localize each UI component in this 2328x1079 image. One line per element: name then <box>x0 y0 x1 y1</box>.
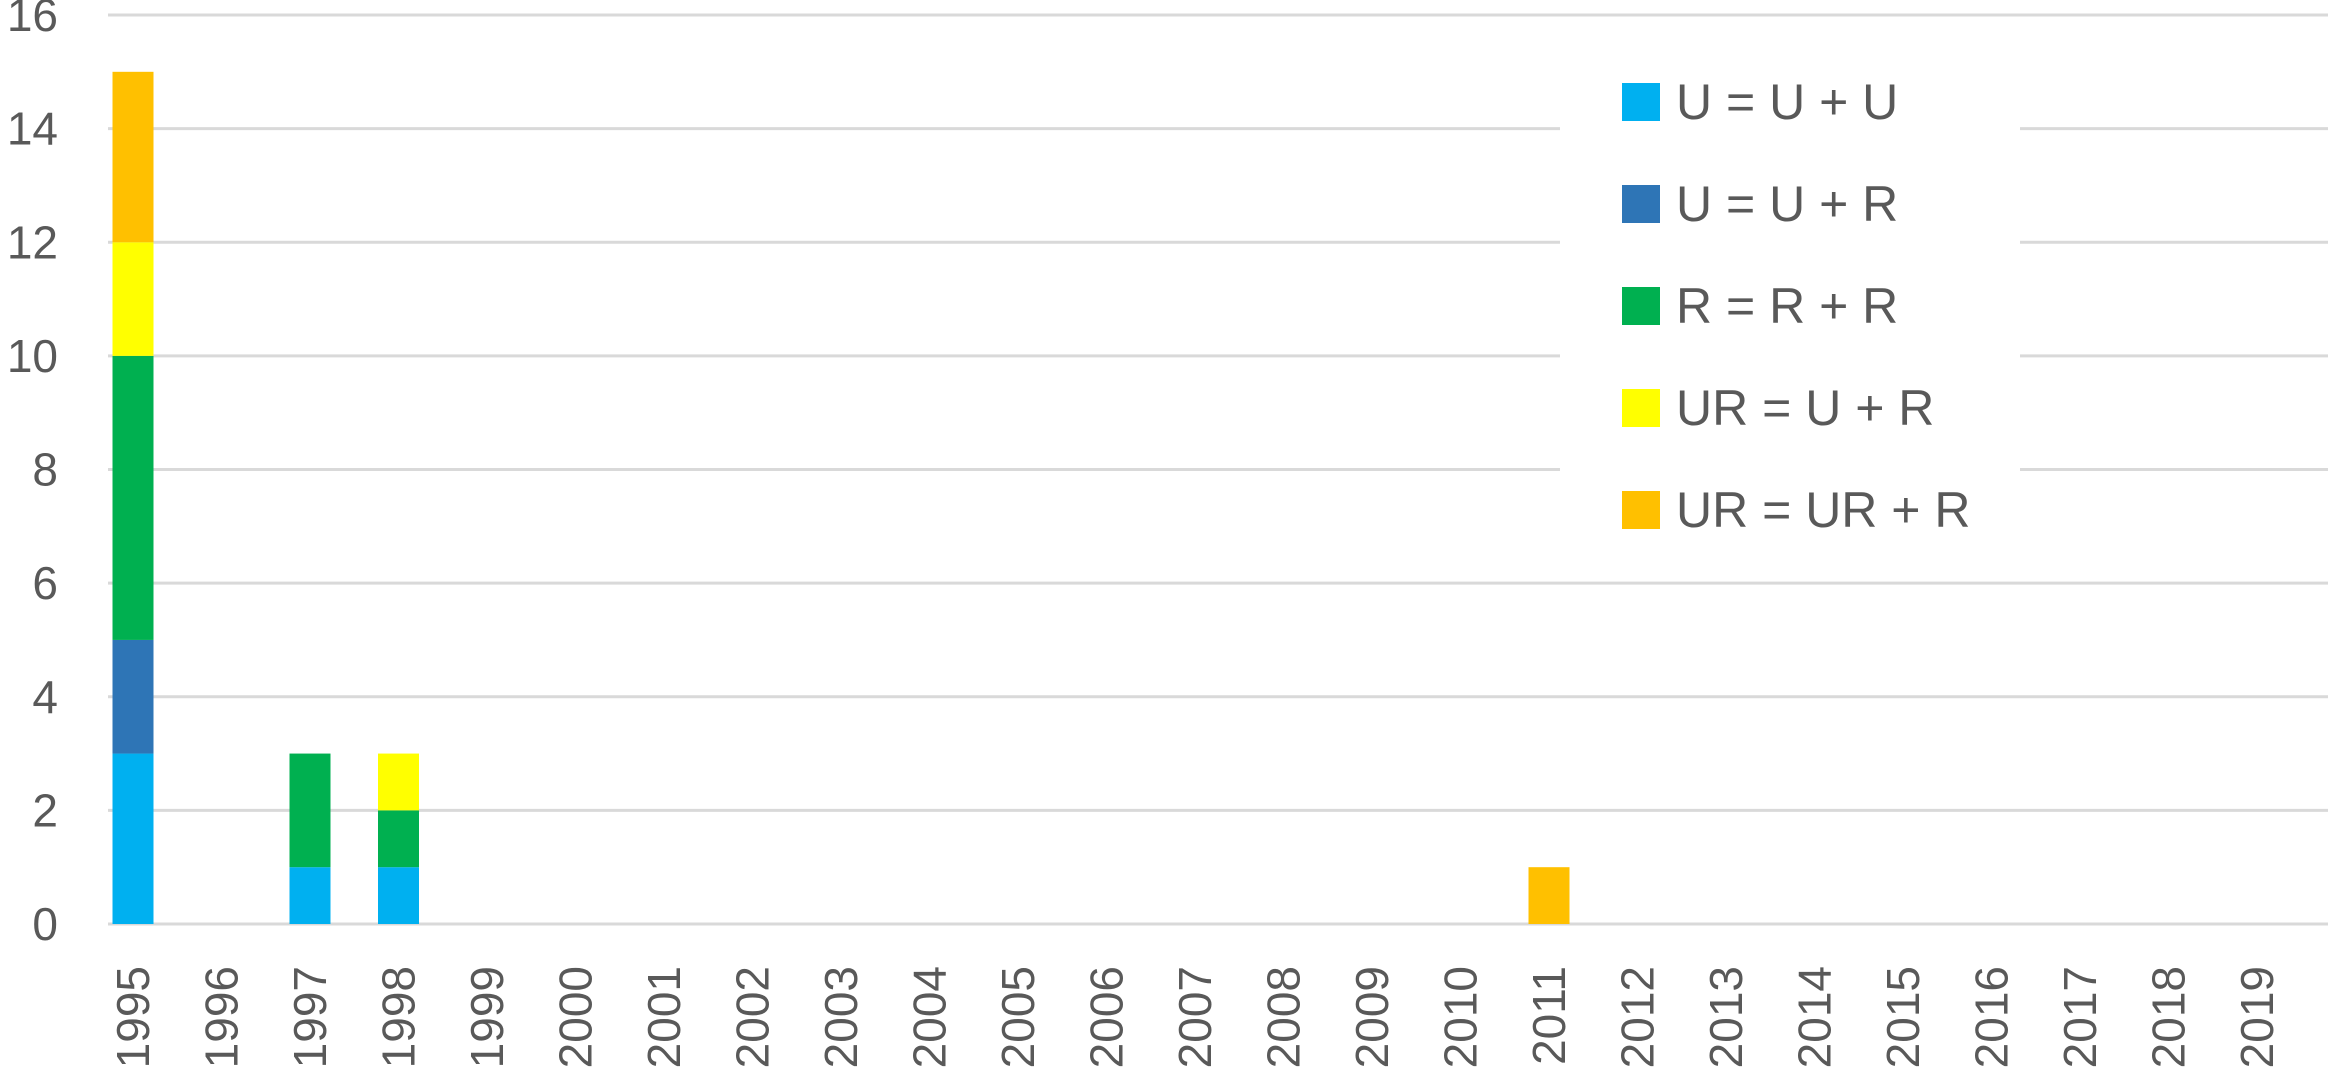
x-tick-label: 2019 <box>2231 966 2283 1068</box>
y-tick-label: 6 <box>32 557 58 609</box>
legend-label: UR = U + R <box>1676 380 1934 436</box>
y-tick-label: 14 <box>7 103 58 155</box>
bars <box>112 71 1570 924</box>
x-tick-label: 1999 <box>461 966 513 1068</box>
legend-swatch <box>1622 287 1660 325</box>
x-tick-label: 2005 <box>992 966 1044 1068</box>
bar-segment-1997-series-0 <box>289 867 331 924</box>
legend-label: U = U + U <box>1676 74 1898 130</box>
x-tick-label: 1995 <box>107 966 159 1068</box>
gridlines <box>108 13 2328 926</box>
legend-swatch <box>1622 185 1660 223</box>
bar-segment-1995-series-2 <box>112 355 154 640</box>
y-tick-label: 4 <box>32 671 58 723</box>
x-tick-label: 1996 <box>196 966 248 1068</box>
y-tick-label: 10 <box>7 330 58 382</box>
bar-segment-1995-series-3 <box>112 242 154 356</box>
y-tick-label: 2 <box>32 784 58 836</box>
x-tick-label: 2013 <box>1700 966 1752 1068</box>
legend-swatch <box>1622 83 1660 121</box>
x-tick-label: 2004 <box>904 966 956 1068</box>
x-tick-label: 2016 <box>1966 966 2018 1068</box>
bar-segment-1998-series-2 <box>378 810 419 868</box>
legend-swatch <box>1622 491 1660 529</box>
x-tick-label: 2018 <box>2143 966 2195 1068</box>
x-tick-label: 2017 <box>2054 966 2106 1068</box>
x-tick-label: 1997 <box>284 966 336 1068</box>
legend-label: R = R + R <box>1676 278 1898 334</box>
x-tick-label: 2015 <box>1877 966 1929 1068</box>
x-tick-label: 2007 <box>1169 966 1221 1068</box>
x-tick-label: 2008 <box>1258 966 1310 1068</box>
bar-segment-1997-series-2 <box>289 753 331 868</box>
x-tick-label: 2009 <box>1346 966 1398 1068</box>
x-tick-label: 2002 <box>727 966 779 1068</box>
bar-segment-2011-series-4 <box>1528 867 1570 924</box>
y-tick-label: 8 <box>32 444 58 496</box>
x-tick-label: 2003 <box>815 966 867 1068</box>
x-tick-label: 2001 <box>638 966 690 1068</box>
legend-label: UR = UR + R <box>1676 482 1971 538</box>
bar-segment-1998-series-0 <box>378 867 419 924</box>
y-tick-label: 0 <box>32 898 58 950</box>
legend-swatch <box>1622 389 1660 427</box>
bar-segment-1995-series-4 <box>112 71 154 243</box>
bar-segment-1995-series-1 <box>112 639 154 754</box>
legend-label: U = U + R <box>1676 176 1898 232</box>
legend: U = U + U U = U + R R = R + R UR = U + R UR … <box>1560 60 2020 560</box>
bar-segment-1998-series-3 <box>378 753 419 811</box>
y-tick-label: 12 <box>7 216 58 268</box>
x-tick-label: 2014 <box>1789 966 1841 1068</box>
y-tick-label: 16 <box>7 0 58 41</box>
bar-segment-1995-series-0 <box>112 753 154 924</box>
y-axis: 0 2 4 6 8 10 12 14 16 <box>7 0 58 950</box>
x-tick-label: 2011 <box>1523 966 1575 1065</box>
x-axis: 1995 1996 1997 1998 1999 2000 2001 2002 2003 2004… <box>107 966 2283 1068</box>
x-tick-label: 1998 <box>373 966 425 1068</box>
x-tick-label: 2010 <box>1435 966 1487 1068</box>
x-tick-label: 2000 <box>550 966 602 1068</box>
x-tick-label: 2006 <box>1081 966 1133 1068</box>
x-tick-label: 2012 <box>1612 966 1664 1068</box>
